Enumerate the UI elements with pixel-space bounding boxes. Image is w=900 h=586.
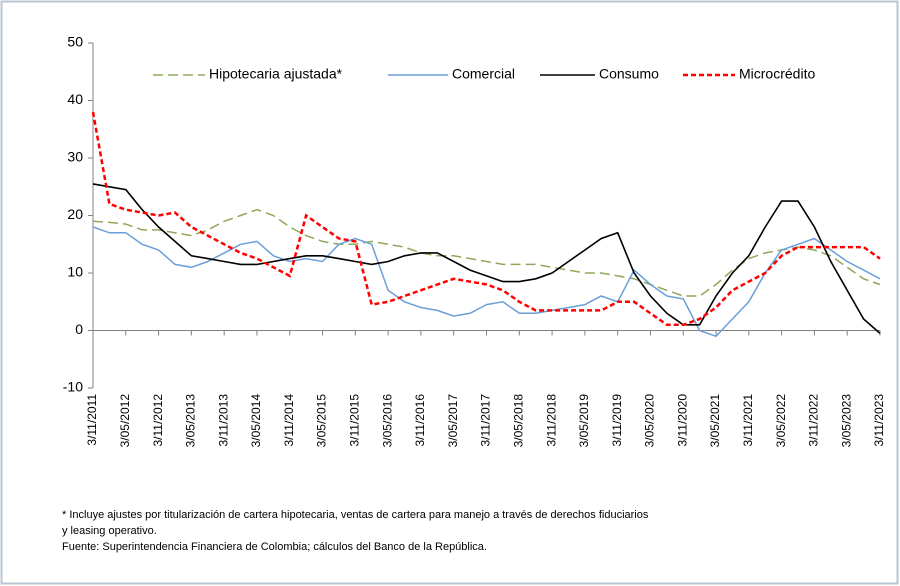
x-tick-label: 3/11/2021 xyxy=(741,394,755,447)
x-tick-label: 3/05/2021 xyxy=(708,394,722,448)
y-tick-label: 40 xyxy=(67,91,83,107)
x-tick-label: 3/11/2020 xyxy=(675,394,689,447)
legend-label: Microcrédito xyxy=(739,66,815,82)
x-tick-label: 3/05/2015 xyxy=(315,394,329,448)
x-tick-label: 3/11/2015 xyxy=(348,394,362,447)
y-tick-label: 50 xyxy=(67,34,83,50)
series-line xyxy=(91,111,881,327)
x-tick-label: 3/05/2020 xyxy=(643,394,657,448)
y-tick-label: 0 xyxy=(75,321,83,337)
x-tick-label: 3/11/2013 xyxy=(216,394,230,447)
x-tick-label: 3/11/2018 xyxy=(544,394,558,447)
x-tick-label: 3/11/2019 xyxy=(610,394,624,447)
x-tick-label: 3/11/2023 xyxy=(872,394,886,447)
series-line xyxy=(92,208,881,297)
x-tick-label: 3/05/2019 xyxy=(577,394,591,448)
x-tick-label: 3/11/2017 xyxy=(479,394,493,447)
legend-label: Hipotecaria ajustada* xyxy=(209,66,343,82)
series-line xyxy=(92,226,881,338)
y-tick-label: 10 xyxy=(67,264,83,280)
x-tick-label: 3/11/2014 xyxy=(282,394,296,447)
x-tick-label: 3/05/2014 xyxy=(249,394,263,448)
legend-label: Comercial xyxy=(452,66,515,82)
x-tick-label: 3/11/2011 xyxy=(85,394,99,446)
series-line xyxy=(92,183,881,335)
x-tick-label: 3/11/2016 xyxy=(413,394,427,447)
x-tick-label: 3/05/2017 xyxy=(446,394,460,448)
footnote: Fuente: Superintendencia Financiera de C… xyxy=(62,541,487,553)
x-tick-label: 3/11/2012 xyxy=(151,394,165,447)
x-tick-label: 3/05/2022 xyxy=(774,394,788,448)
x-tick-label: 3/05/2023 xyxy=(839,394,853,448)
y-tick-label: 30 xyxy=(67,149,83,165)
x-tick-label: 3/05/2012 xyxy=(118,394,132,448)
footnote: * Incluye ajustes por titularización de … xyxy=(62,509,649,521)
footnote: y leasing operativo. xyxy=(62,525,157,537)
legend-label: Consumo xyxy=(599,66,659,82)
x-tick-label: 3/11/2022 xyxy=(807,394,821,447)
x-tick-label: 3/05/2013 xyxy=(184,394,198,448)
y-tick-label: -10 xyxy=(63,379,83,395)
x-tick-label: 3/05/2016 xyxy=(380,394,394,448)
x-tick-label: 3/05/2018 xyxy=(511,394,525,448)
y-tick-label: 20 xyxy=(67,206,83,222)
